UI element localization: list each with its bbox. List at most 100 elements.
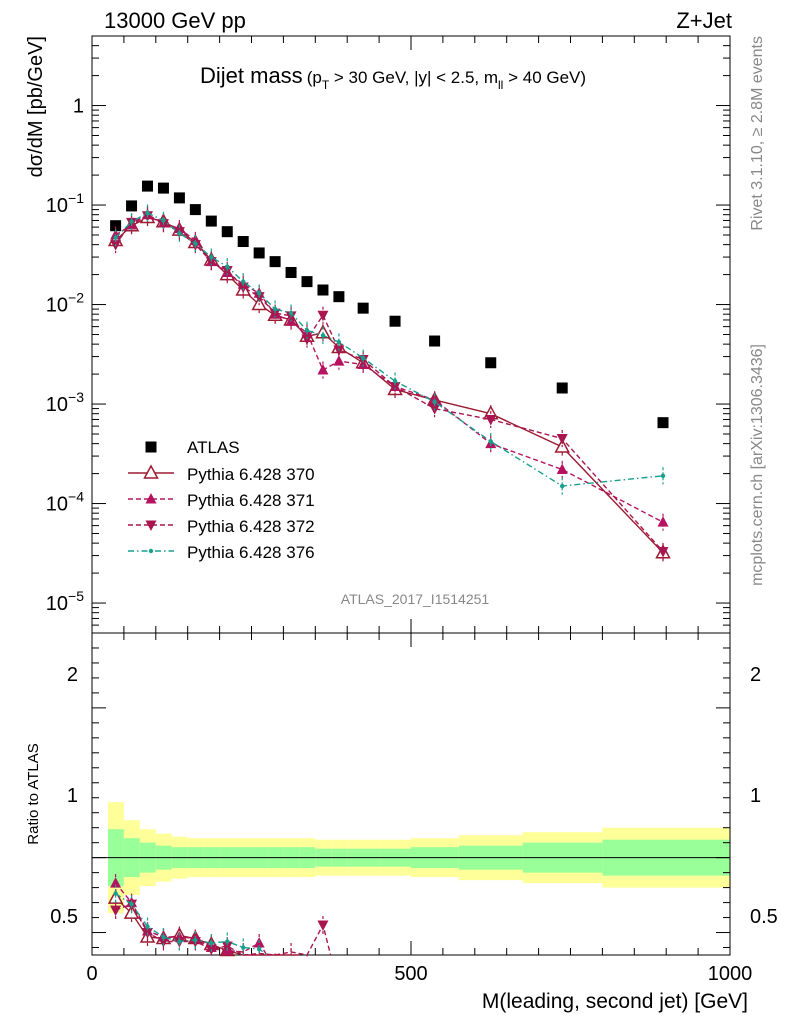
- data-point-pythia-6-428-376: [660, 473, 666, 479]
- legend-label-372: Pythia 6.428 372: [187, 517, 315, 536]
- ratio-line-pythia-6-428-372: [115, 903, 332, 956]
- plot-title-main: Dijet mass: [200, 63, 303, 88]
- y-axis-label-top: dσ/dM [pb/GeV]: [25, 36, 47, 177]
- data-point-pythia-6-428-372: [556, 434, 568, 445]
- data-point-atlas: [317, 284, 329, 296]
- plot-series: [107, 180, 671, 957]
- legend-label-370: Pythia 6.428 370: [187, 465, 315, 484]
- data-point-pythia-6-428-371: [317, 363, 329, 375]
- ratio-tick-label-1-right: 1: [750, 785, 761, 807]
- data-point-pythia-6-428-376: [432, 399, 437, 405]
- data-point-pythia-6-428-376: [129, 219, 134, 224]
- data-point-atlas: [269, 256, 281, 268]
- plot-title-sub-t: T: [322, 78, 330, 92]
- data-point-pythia-6-428-372: [485, 414, 497, 426]
- y-tick-label: 10−1: [46, 190, 84, 217]
- ratio-point-pythia-6-428-376: [225, 939, 230, 944]
- ratio-tick-label-1: 1: [67, 785, 78, 807]
- y-tick-label: 1: [73, 96, 84, 118]
- y-tick-label: 10−5: [46, 588, 84, 615]
- process-label: Z+Jet: [676, 8, 732, 33]
- series-line-pythia-6-428-372: [115, 215, 664, 552]
- ratio-point-pythia-6-428-376: [193, 937, 198, 943]
- ratio-point-pythia-6-428-372: [157, 937, 169, 948]
- data-point-pythia-6-428-376: [161, 218, 166, 223]
- y-tick-label: 10−2: [46, 290, 84, 317]
- ratio-point-pythia-6-428-371: [110, 877, 122, 888]
- data-point-pythia-6-428-372: [333, 345, 345, 356]
- data-point-atlas: [173, 192, 185, 204]
- data-point-pythia-6-428-371: [556, 463, 568, 474]
- ratio-point-pythia-6-428-376: [209, 940, 214, 946]
- ratio-point-pythia-6-428-376: [161, 934, 166, 940]
- legend-label-376: Pythia 6.428 376: [187, 543, 315, 562]
- data-point-atlas: [205, 215, 217, 227]
- data-point-pythia-6-428-376: [392, 378, 398, 384]
- data-point-atlas: [285, 266, 297, 278]
- ratio-point-pythia-6-428-376: [113, 891, 118, 896]
- data-point-atlas: [389, 315, 401, 327]
- data-point-atlas: [301, 276, 313, 288]
- series-line-pythia-6-428-376: [115, 212, 664, 487]
- data-point-atlas: [126, 200, 138, 212]
- data-point-pythia-6-428-376: [241, 279, 246, 284]
- ratio-point-pythia-6-428-376: [145, 924, 150, 929]
- data-point-atlas: [253, 247, 265, 259]
- y-axis-label-ratio: Ratio to ATLAS: [25, 743, 42, 844]
- data-point-pythia-6-428-376: [209, 254, 214, 260]
- plot-title-cut-post: > 40 GeV): [503, 68, 586, 87]
- data-point-atlas: [657, 417, 669, 429]
- data-point-pythia-6-428-376: [304, 328, 310, 333]
- data-point-atlas: [429, 335, 441, 347]
- plot-title-sub-ll: ll: [498, 78, 503, 92]
- legend-label-371: Pythia 6.428 371: [187, 491, 315, 510]
- data-point-pythia-6-428-376: [320, 333, 326, 338]
- ratio-tick-label-2: 2: [67, 664, 78, 686]
- data-point-pythia-6-428-376: [177, 231, 182, 236]
- ratio-panel-frame: [91, 632, 731, 956]
- mcplots-label: mcplots.cern.ch [arXiv:1306.3436]: [749, 344, 766, 586]
- data-point-pythia-6-428-372: [657, 546, 669, 558]
- ratio-tick-label-0.5-right: 0.5: [750, 906, 778, 928]
- legend-marker: [143, 464, 159, 479]
- data-point-pythia-6-428-376: [560, 483, 565, 489]
- data-point-atlas: [357, 302, 369, 314]
- legend-marker: [145, 493, 157, 504]
- legend-marker: [148, 548, 154, 554]
- x-tick-label-500: 500: [394, 963, 427, 985]
- data-point-pythia-6-428-376: [336, 339, 342, 345]
- data-point-pythia-6-428-376: [193, 241, 198, 246]
- plot-frames: 10−5 10−4 10−3 10−2 10−1 1: [46, 35, 731, 956]
- energy-label: 13000 GeV pp: [104, 8, 246, 33]
- ratio-point-pythia-6-428-372: [110, 905, 122, 917]
- data-point-pythia-6-428-372: [237, 282, 249, 294]
- data-point-pythia-6-428-372: [205, 257, 217, 268]
- data-point-pythia-6-428-371: [657, 516, 669, 527]
- y-tick-label: 10−4: [46, 489, 84, 516]
- plot-title-cut-mid: > 30 GeV, |y| < 2.5, m: [329, 68, 498, 87]
- legend-marker: [145, 520, 157, 531]
- ratio-uncertainty-bands: [92, 802, 730, 914]
- data-point-pythia-6-428-376: [113, 235, 118, 240]
- analysis-id: ATLAS_2017_I1514251: [341, 591, 490, 607]
- data-point-atlas: [189, 204, 201, 216]
- data-point-pythia-6-428-372: [317, 310, 329, 322]
- x-tick-label-1000: 1000: [708, 963, 753, 985]
- legend-markers: [128, 441, 174, 554]
- data-point-pythia-6-428-376: [360, 355, 366, 361]
- data-point-pythia-6-428-376: [225, 264, 230, 269]
- ratio-point-pythia-6-428-376: [177, 939, 182, 944]
- data-point-atlas: [221, 226, 233, 238]
- ratio-point-pythia-6-428-376: [129, 901, 134, 907]
- data-point-pythia-6-428-372: [389, 382, 401, 393]
- data-point-atlas: [110, 220, 122, 232]
- ratio-point-pythia-6-428-372: [221, 941, 233, 953]
- x-tick-label-0: 0: [86, 963, 97, 985]
- ratio-point-pythia-6-428-376: [256, 946, 262, 952]
- plot-title: Dijet mass (pT > 30 GeV, |y| < 2.5, mll >…: [200, 63, 586, 92]
- data-point-pythia-6-428-372: [269, 308, 281, 320]
- ratio-tick-label-2-right: 2: [750, 664, 761, 686]
- ratio-point-pythia-6-428-372: [317, 920, 329, 932]
- plot-title-cut-pre: (p: [307, 68, 322, 87]
